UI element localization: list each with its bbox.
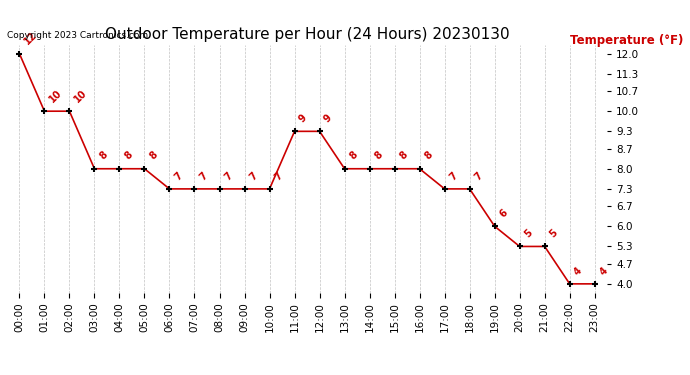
Text: 4: 4 bbox=[598, 265, 609, 277]
Text: 8: 8 bbox=[397, 150, 409, 162]
Text: 10: 10 bbox=[47, 88, 63, 104]
Text: 8: 8 bbox=[422, 150, 434, 162]
Text: Copyright 2023 Cartronics.com: Copyright 2023 Cartronics.com bbox=[7, 31, 148, 40]
Title: Outdoor Temperature per Hour (24 Hours) 20230130: Outdoor Temperature per Hour (24 Hours) … bbox=[105, 27, 509, 42]
Text: 10: 10 bbox=[72, 88, 89, 104]
Text: 5: 5 bbox=[522, 228, 534, 240]
Text: 8: 8 bbox=[147, 150, 159, 162]
Text: 7: 7 bbox=[447, 170, 460, 182]
Text: 6: 6 bbox=[497, 207, 509, 219]
Text: 7: 7 bbox=[473, 170, 484, 182]
Text: 9: 9 bbox=[322, 112, 334, 125]
Text: 7: 7 bbox=[172, 170, 184, 182]
Text: Temperature (°F): Temperature (°F) bbox=[570, 34, 683, 47]
Text: 7: 7 bbox=[273, 170, 284, 182]
Text: 5: 5 bbox=[547, 228, 560, 240]
Text: 8: 8 bbox=[373, 150, 384, 162]
Text: 8: 8 bbox=[97, 150, 109, 162]
Text: 8: 8 bbox=[347, 150, 359, 162]
Text: 7: 7 bbox=[197, 170, 209, 182]
Text: 9: 9 bbox=[297, 112, 309, 125]
Text: 7: 7 bbox=[222, 170, 234, 182]
Text: 8: 8 bbox=[122, 150, 134, 162]
Text: 7: 7 bbox=[247, 170, 259, 182]
Text: 4: 4 bbox=[573, 265, 584, 277]
Text: 12: 12 bbox=[22, 30, 39, 47]
